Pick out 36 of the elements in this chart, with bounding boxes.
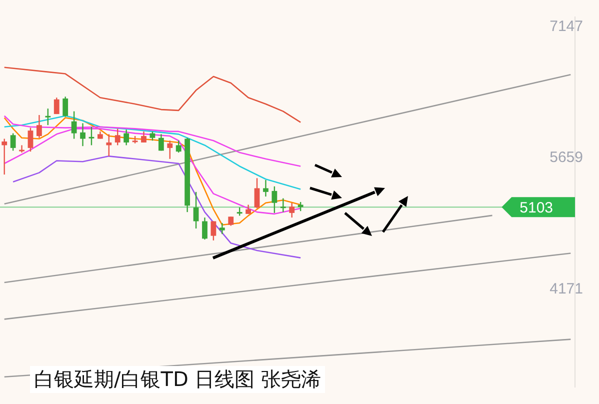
candlestick (167, 140, 173, 160)
candlestick (280, 198, 286, 213)
candlestick (158, 134, 164, 152)
candlestick (114, 128, 120, 146)
candlestick (210, 220, 216, 242)
y-tick-label: 4171 (550, 280, 583, 298)
candlestick (124, 129, 130, 146)
candlestick (246, 204, 251, 215)
text: 白银延期/白银TD 日线图 张尧浠 (30, 366, 326, 393)
candlestick (202, 216, 208, 240)
candlestick (80, 122, 86, 147)
candlestick (2, 138, 8, 176)
candlestick (10, 132, 16, 152)
candlestick (272, 186, 278, 214)
candlestick (219, 222, 225, 235)
candlestick (71, 110, 77, 140)
candlestick (54, 97, 60, 115)
candlestick (28, 127, 34, 152)
candlestick (19, 144, 24, 154)
candlestick (88, 126, 94, 146)
ref-line-label: 5103 (520, 199, 554, 216)
candlestick (176, 140, 182, 154)
candlestick (45, 108, 51, 126)
candlestick (106, 134, 112, 157)
candlestick (289, 202, 295, 218)
candlestick (62, 96, 68, 118)
candlestick (141, 130, 146, 144)
candlestick (193, 191, 199, 230)
candlestick (298, 201, 304, 212)
y-tick-label: 5659 (550, 149, 583, 166)
candlestick (254, 178, 260, 209)
candlestick (36, 114, 42, 138)
y-tick-label: 7147 (550, 18, 583, 35)
candlestick (263, 179, 268, 198)
candlestick (228, 216, 234, 226)
candlestick (150, 130, 156, 142)
